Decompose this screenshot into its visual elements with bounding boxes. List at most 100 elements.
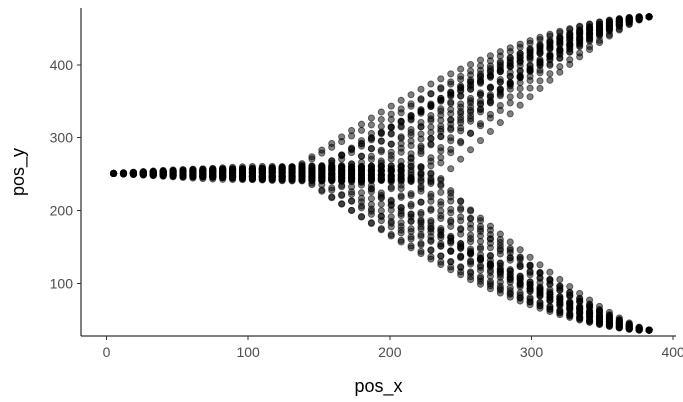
data-point [497,236,503,242]
data-point [507,239,513,245]
data-point [358,214,364,220]
data-point [428,207,434,213]
data-point [378,109,384,115]
data-point [438,202,444,208]
data-point [408,201,414,207]
data-point [319,174,325,180]
data-point [348,133,354,139]
data-point [448,223,454,229]
data-point [467,225,473,231]
data-point [517,263,523,269]
data-point [319,165,325,171]
data-point [438,97,444,103]
data-point [487,128,493,134]
data-point [448,166,454,172]
data-point [586,31,592,37]
data-point [577,290,583,296]
data-point [458,227,464,233]
data-point [378,116,384,122]
data-point [448,259,454,265]
data-point [497,268,503,274]
data-point [497,260,503,266]
data-point [398,163,404,169]
data-point [527,85,533,91]
data-point [547,77,553,83]
data-point [537,299,543,305]
data-point [140,171,146,177]
data-point [418,240,424,246]
data-point [418,199,424,205]
data-point [567,292,573,298]
data-point [438,160,444,166]
data-point [606,26,612,32]
data-point [339,156,345,162]
data-point [418,177,424,183]
data-point [487,111,493,117]
data-point [527,94,533,100]
data-point [448,248,454,254]
data-point [458,218,464,224]
data-point [458,117,464,123]
data-point [547,294,553,300]
data-point [458,265,464,271]
data-point [190,173,196,179]
data-point [507,284,513,290]
x-axis-ticks: 0 100 200 300 400 [103,336,683,360]
data-point [448,233,454,239]
data-point [408,234,414,240]
data-point [408,163,414,169]
data-point [418,131,424,137]
data-point [467,147,473,153]
data-point [467,68,473,74]
data-point [398,193,404,199]
data-point [507,274,513,280]
data-point [577,305,583,311]
data-point [448,217,454,223]
data-point [289,173,295,179]
data-point [438,189,444,195]
data-point [497,66,503,72]
data-point [547,62,553,68]
data-point [348,175,354,181]
data-point [626,323,632,329]
data-point [249,174,255,180]
data-point [448,138,454,144]
data-point [180,172,186,178]
data-point [577,54,583,60]
data-point [448,71,454,77]
data-point [586,36,592,42]
data-point [477,275,483,281]
data-point [329,165,335,171]
data-point [557,285,563,291]
data-point [418,97,424,103]
data-point [467,208,473,214]
data-point [418,185,424,191]
data-point [220,173,226,179]
data-point [606,33,612,39]
data-point [527,282,533,288]
data-point [567,283,573,289]
data-point [428,225,434,231]
data-point [458,198,464,204]
data-point [418,226,424,232]
data-point [497,120,503,126]
data-point [279,173,285,179]
data-point [378,138,384,144]
data-point [646,14,652,20]
data-point [517,55,523,61]
data-point [517,275,523,281]
data-point [428,124,434,130]
data-point [547,53,553,59]
data-point [507,69,513,75]
data-point [259,167,265,173]
data-point [487,262,493,268]
data-point [259,174,265,180]
data-point [339,138,345,144]
data-point [596,31,602,37]
data-point [378,163,384,169]
data-point [517,63,523,69]
data-point [408,103,414,109]
data-point [438,85,444,91]
data-point [487,252,493,258]
data-point [497,279,503,285]
